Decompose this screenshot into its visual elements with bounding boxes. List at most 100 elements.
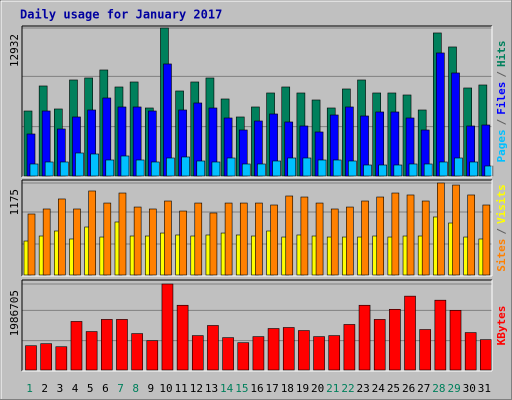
bar — [373, 319, 386, 371]
bar — [42, 208, 51, 276]
bar — [408, 163, 418, 177]
x-tick-label: 30 — [463, 382, 476, 395]
bar — [116, 319, 128, 371]
x-tick-label: 9 — [148, 382, 155, 395]
bar — [298, 330, 310, 371]
bar — [482, 204, 491, 276]
bar — [179, 210, 187, 276]
x-tick-label: 23 — [357, 382, 370, 395]
bar — [452, 184, 460, 276]
bar — [226, 157, 236, 177]
bar — [161, 283, 174, 371]
bar — [300, 196, 309, 276]
bar — [222, 337, 234, 371]
bar — [434, 299, 447, 371]
bar — [469, 161, 478, 177]
bar — [85, 331, 98, 371]
bar — [484, 165, 494, 177]
x-tick-label: 18 — [281, 382, 294, 395]
bar — [207, 325, 219, 371]
x-tick-label: 3 — [57, 382, 64, 395]
bar — [29, 163, 39, 177]
bar — [449, 310, 462, 371]
x-tick-label: 31 — [478, 382, 491, 395]
bar — [239, 202, 248, 276]
bar — [439, 161, 448, 177]
bar — [454, 157, 463, 177]
x-tick-label: 5 — [87, 382, 94, 395]
bar — [194, 202, 203, 276]
bar — [181, 156, 190, 177]
bar — [376, 196, 385, 276]
legend-entry: Visits — [495, 184, 508, 224]
bar — [146, 340, 159, 371]
x-tick-label: 21 — [326, 382, 339, 395]
bar — [363, 164, 372, 177]
bar — [60, 161, 69, 177]
bar — [44, 161, 54, 177]
bar — [55, 346, 68, 371]
bar — [467, 194, 475, 276]
legend-separator: / — [495, 71, 508, 78]
x-tick-label: 10 — [159, 382, 172, 395]
bar — [423, 163, 433, 177]
bar — [419, 329, 431, 371]
bar — [241, 163, 251, 177]
bar — [252, 336, 265, 371]
x-tick-label: 13 — [205, 382, 218, 395]
bar — [70, 321, 83, 371]
legend-entry: Pages — [495, 129, 508, 162]
bar — [315, 202, 324, 276]
bar — [191, 335, 204, 371]
legend: Pages / Files / Hits — [495, 41, 508, 163]
x-tick-label: 20 — [311, 382, 324, 395]
legend: KBytes — [495, 306, 508, 346]
bar — [287, 157, 297, 177]
bar — [346, 206, 354, 276]
x-tick-label: 22 — [341, 382, 354, 395]
x-tick-label: 19 — [296, 382, 309, 395]
bar — [436, 52, 445, 177]
bar — [103, 202, 112, 276]
bar — [105, 159, 115, 177]
bar — [378, 164, 388, 177]
bar — [148, 208, 157, 276]
x-tick-label: 28 — [432, 382, 445, 395]
x-tick-label: 11 — [175, 382, 188, 395]
x-tick-label: 2 — [41, 382, 48, 395]
bar — [101, 319, 113, 371]
x-tick-label: 12 — [190, 382, 203, 395]
legend-entry: KBytes — [495, 306, 508, 346]
x-tick-label: 17 — [266, 382, 279, 395]
x-tick-label: 15 — [235, 382, 248, 395]
bar — [313, 336, 325, 371]
bar — [120, 155, 130, 177]
bar — [196, 160, 206, 177]
legend-separator: / — [495, 228, 508, 235]
bar — [332, 159, 342, 177]
bar — [75, 152, 84, 177]
x-tick-label: 6 — [102, 382, 109, 395]
bar — [164, 200, 172, 276]
bar — [25, 345, 37, 371]
bar — [270, 204, 278, 276]
bar — [135, 159, 145, 177]
bar — [330, 208, 339, 276]
bar — [282, 327, 295, 371]
bar — [166, 157, 175, 177]
bar — [255, 202, 263, 276]
bar — [90, 153, 99, 177]
bar — [58, 198, 66, 276]
bar — [237, 342, 250, 371]
legend-entry: Sites — [495, 239, 508, 272]
x-tick-label: 25 — [387, 382, 400, 395]
chart-title: Daily usage for January 2017 — [20, 8, 222, 22]
bar — [393, 164, 403, 177]
bar — [406, 194, 415, 276]
y-tick-label: 12932 — [8, 34, 21, 67]
legend: Sites / Visits — [495, 184, 508, 272]
bar — [404, 295, 416, 371]
bar — [131, 333, 143, 371]
bar — [464, 332, 477, 371]
y-tick-label: 1986705 — [8, 290, 21, 336]
